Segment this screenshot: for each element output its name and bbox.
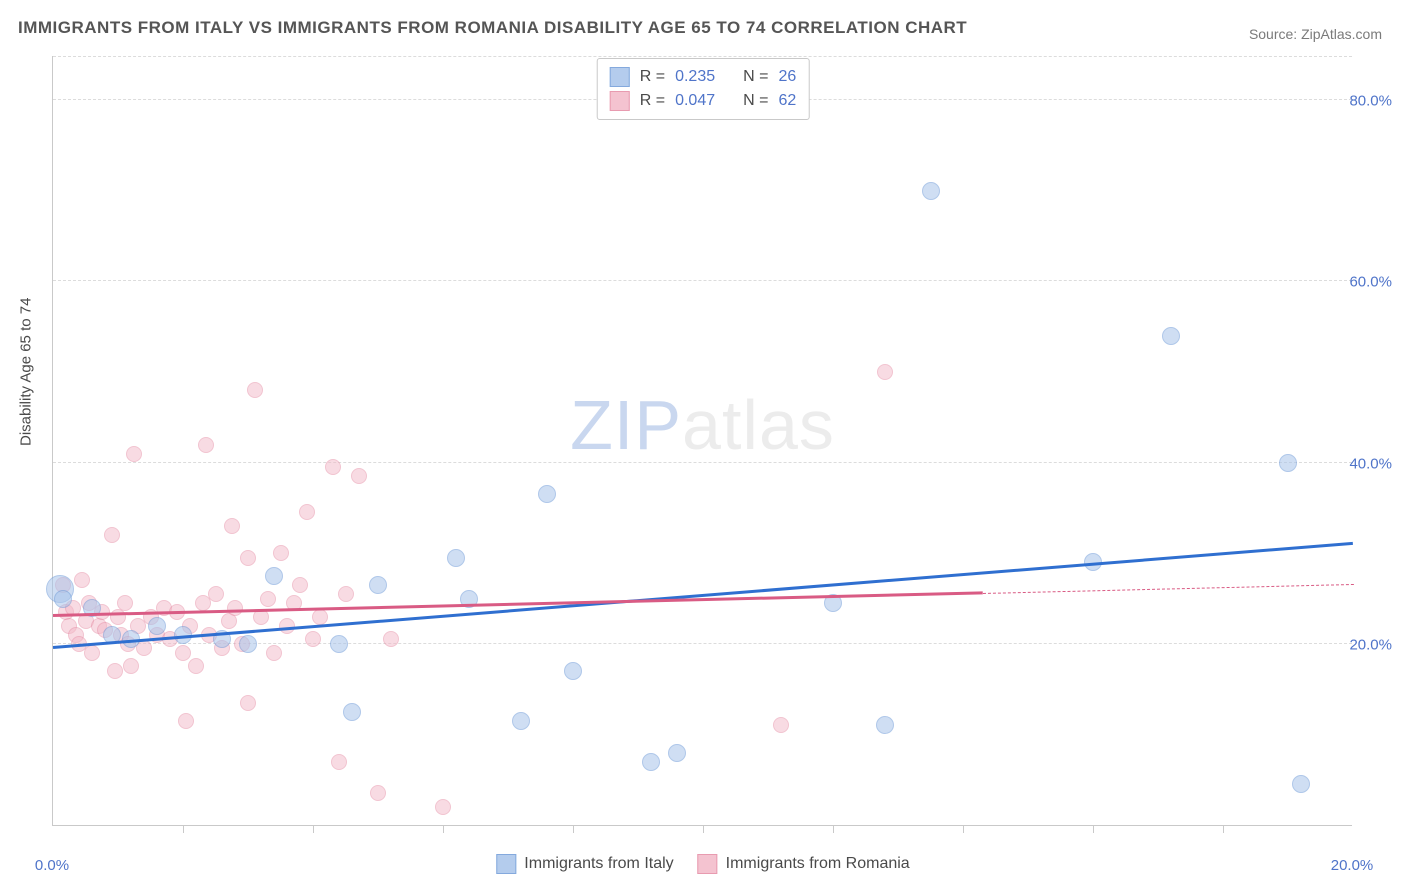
trend-line-dashed [982,584,1353,594]
y-tick-label: 60.0% [1349,274,1392,291]
n-value-italy: 26 [778,68,796,86]
x-tick-label: 0.0% [35,857,69,874]
data-point [104,527,120,543]
data-point [54,590,72,608]
swatch-romania [610,91,630,111]
r-label: R = [640,92,665,110]
data-point [331,754,347,770]
r-value-romania: 0.047 [675,92,715,110]
x-tick [183,825,184,833]
data-point [265,567,283,585]
data-point [312,609,328,625]
legend-label-italy: Immigrants from Italy [524,855,673,873]
x-tick [963,825,964,833]
x-tick [1223,825,1224,833]
chart-title: IMMIGRANTS FROM ITALY VS IMMIGRANTS FROM… [18,18,967,38]
data-point [273,545,289,561]
x-tick [313,825,314,833]
data-point [773,717,789,733]
y-tick-label: 80.0% [1349,93,1392,110]
data-point [299,504,315,520]
data-point [188,658,204,674]
x-tick [443,825,444,833]
correlation-legend: R = 0.235 N = 26 R = 0.047 N = 62 [597,58,810,120]
x-tick [833,825,834,833]
watermark-zip: ZIP [570,386,682,464]
data-point [435,799,451,815]
series-legend: Immigrants from Italy Immigrants from Ro… [496,854,909,874]
data-point [305,631,321,647]
data-point [123,658,139,674]
data-point [198,437,214,453]
data-point [1292,775,1310,793]
data-point [239,635,257,653]
swatch-italy [496,854,516,874]
data-point [117,595,133,611]
data-point [292,577,308,593]
data-point [84,645,100,661]
data-point [247,382,263,398]
data-point [538,485,556,503]
data-point [224,518,240,534]
legend-row-italy: R = 0.235 N = 26 [610,65,797,89]
data-point [564,662,582,680]
x-tick [1093,825,1094,833]
data-point [383,631,399,647]
data-point [107,663,123,679]
y-tick-label: 20.0% [1349,636,1392,653]
data-point [148,617,166,635]
gridline [53,462,1352,463]
legend-item-italy: Immigrants from Italy [496,854,673,874]
gridline [53,56,1352,57]
trend-line [53,591,983,616]
data-point [260,591,276,607]
data-point [126,446,142,462]
y-axis-label: Disability Age 65 to 74 [18,298,35,446]
data-point [330,635,348,653]
watermark: ZIPatlas [570,385,835,465]
data-point [1162,327,1180,345]
data-point [1279,454,1297,472]
x-tick [703,825,704,833]
data-point [178,713,194,729]
watermark-atlas: atlas [682,386,835,464]
data-point [74,572,90,588]
x-tick [573,825,574,833]
data-point [369,576,387,594]
data-point [338,586,354,602]
gridline [53,280,1352,281]
legend-label-romania: Immigrants from Romania [726,855,910,873]
n-value-romania: 62 [778,92,796,110]
data-point [642,753,660,771]
data-point [325,459,341,475]
data-point [922,182,940,200]
swatch-romania [698,854,718,874]
data-point [876,716,894,734]
source-label: Source: ZipAtlas.com [1249,26,1382,42]
data-point [175,645,191,661]
data-point [447,549,465,567]
n-label: N = [743,68,768,86]
n-label: N = [743,92,768,110]
legend-item-romania: Immigrants from Romania [698,854,910,874]
y-tick-label: 40.0% [1349,455,1392,472]
data-point [208,586,224,602]
plot-area: ZIPatlas [52,56,1352,826]
data-point [512,712,530,730]
legend-row-romania: R = 0.047 N = 62 [610,89,797,113]
data-point [266,645,282,661]
r-label: R = [640,68,665,86]
data-point [343,703,361,721]
r-value-italy: 0.235 [675,68,715,86]
data-point [370,785,386,801]
data-point [240,550,256,566]
data-point [351,468,367,484]
data-point [668,744,686,762]
x-tick-label: 20.0% [1331,857,1374,874]
chart-container: IMMIGRANTS FROM ITALY VS IMMIGRANTS FROM… [0,0,1406,892]
swatch-italy [610,67,630,87]
data-point [877,364,893,380]
data-point [227,600,243,616]
data-point [240,695,256,711]
